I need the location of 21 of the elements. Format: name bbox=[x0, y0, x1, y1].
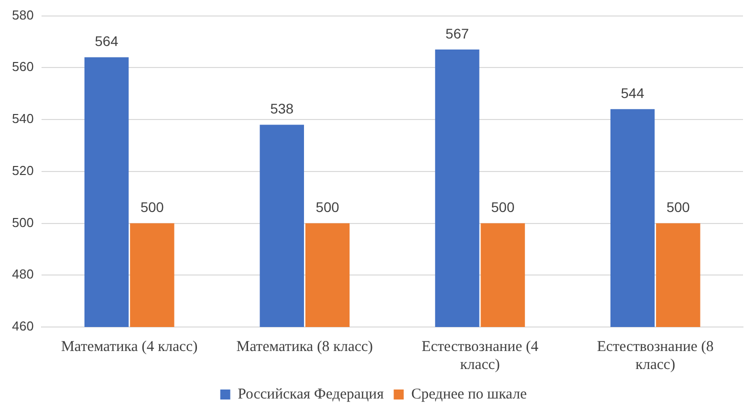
x-tick-label: Математика (4 класс) bbox=[61, 338, 198, 355]
legend-label: Российская Федерация bbox=[238, 386, 384, 402]
x-tick-label: Естествознание (8 класс) bbox=[597, 338, 714, 373]
y-tick-label: 460 bbox=[12, 318, 34, 334]
y-tick-label: 580 bbox=[12, 7, 34, 22]
data-label: 500 bbox=[491, 199, 515, 216]
data-label: 538 bbox=[270, 100, 294, 117]
y-tick-label: 520 bbox=[12, 162, 34, 178]
y-tick-label: 560 bbox=[12, 59, 34, 74]
data-label: 500 bbox=[316, 199, 340, 216]
y-tick-label: 480 bbox=[12, 266, 34, 282]
data-label: 544 bbox=[620, 85, 644, 102]
y-tick-label: 500 bbox=[12, 214, 34, 230]
y-tick-label: 540 bbox=[12, 111, 34, 126]
data-label: 564 bbox=[94, 33, 118, 50]
data-label: 567 bbox=[446, 25, 470, 42]
data-label: 500 bbox=[140, 199, 164, 216]
x-tick-label: Естествознание (4 класс) bbox=[422, 338, 539, 373]
legend-label: Среднее по шкале bbox=[411, 386, 528, 402]
x-tick-label: Математика (8 класс) bbox=[236, 338, 373, 355]
data-label: 500 bbox=[666, 199, 690, 216]
